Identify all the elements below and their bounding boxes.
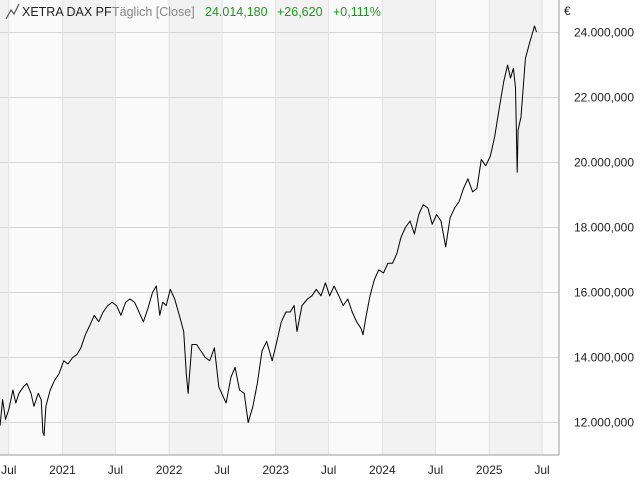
interval-label: Täglich [Close]: [112, 5, 195, 19]
change-percent: +0,111%: [333, 5, 381, 19]
x-tick-label: Jul: [534, 463, 549, 477]
y-axis-unit: €: [564, 4, 571, 18]
x-tick-label: Jul: [428, 463, 443, 477]
change-absolute: +26,620: [277, 5, 323, 19]
y-axis-tick-labels: 12.000,000 14.000,000 16.000,000 18.000,000…: [574, 26, 634, 430]
instrument-name: XETRA DAX PF: [22, 5, 112, 19]
line-chart-icon: [5, 3, 20, 20]
x-tick-label: 2024: [369, 463, 396, 477]
x-tick-label: Jul: [1, 463, 16, 477]
grid-lines: [0, 0, 559, 455]
y-tick-label: 12.000,000: [574, 416, 634, 430]
svg-text:XETRA DAX PF Täglich [Cl: XETRA DAX PF Täglich [Close] 24.014,180 …: [22, 5, 381, 19]
x-tick-label: Jul: [321, 463, 336, 477]
y-tick-label: 22.000,000: [574, 91, 634, 105]
price-series-line: [0, 25, 537, 436]
y-tick-label: 14.000,000: [574, 351, 634, 365]
y-tick-label: 18.000,000: [574, 221, 634, 235]
last-price: 24.014,180: [205, 5, 268, 19]
x-tick-label: 2022: [156, 463, 183, 477]
y-tick-label: 16.000,000: [574, 286, 634, 300]
x-tick-label: 2021: [49, 463, 76, 477]
x-tick-label: Jul: [214, 463, 229, 477]
y-tick-label: 24.000,000: [574, 26, 634, 40]
x-axis-tick-labels: Jul 2021 Jul 2022 Jul 2023 Jul 2024 Jul 2025 Jul: [1, 463, 550, 477]
chart-header: XETRA DAX PF Täglich [Close] 24.014,180 …: [5, 3, 381, 20]
x-tick-label: Jul: [108, 463, 123, 477]
y-tick-label: 20.000,000: [574, 156, 634, 170]
series-layer: [0, 25, 537, 436]
x-tick-label: 2025: [476, 463, 503, 477]
x-tick-label: 2023: [262, 463, 289, 477]
